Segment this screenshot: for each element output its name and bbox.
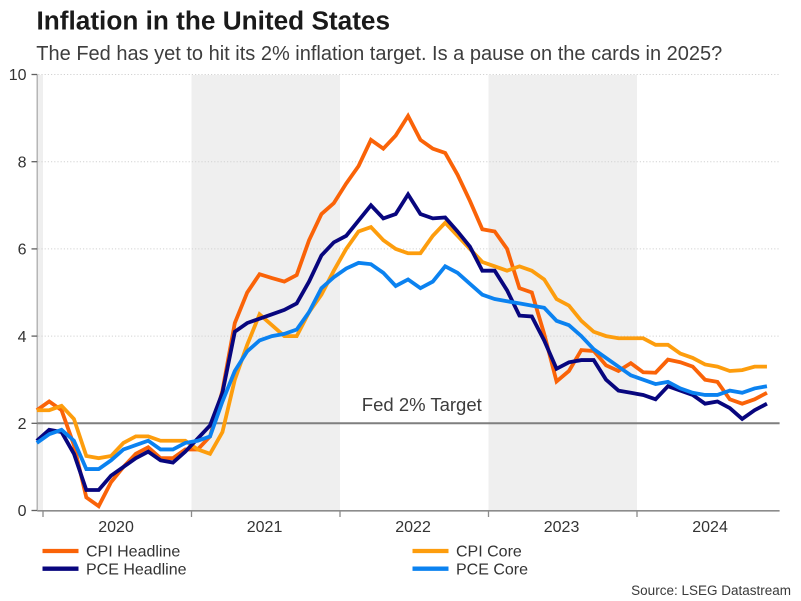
svg-text:2023: 2023 xyxy=(544,519,580,536)
svg-text:2022: 2022 xyxy=(395,519,431,536)
svg-text:The Fed has yet to hit its 2%: The Fed has yet to hit its 2% inflation … xyxy=(36,43,722,65)
svg-text:2021: 2021 xyxy=(247,519,283,536)
svg-text:CPI Core: CPI Core xyxy=(456,544,522,561)
svg-text:Source: LSEG Datastream: Source: LSEG Datastream xyxy=(631,583,791,598)
svg-text:2020: 2020 xyxy=(98,519,134,536)
svg-text:Fed 2% Target: Fed 2% Target xyxy=(362,394,482,415)
svg-text:CPI Headline: CPI Headline xyxy=(86,544,180,561)
svg-text:Inflation in the United States: Inflation in the United States xyxy=(37,6,391,36)
svg-text:10: 10 xyxy=(9,67,27,84)
svg-text:PCE Headline: PCE Headline xyxy=(86,561,187,578)
svg-text:2024: 2024 xyxy=(692,519,728,536)
svg-text:8: 8 xyxy=(18,154,27,171)
svg-text:PCE Core: PCE Core xyxy=(456,561,528,578)
svg-text:4: 4 xyxy=(18,329,27,346)
svg-text:2: 2 xyxy=(18,416,27,433)
svg-text:0: 0 xyxy=(18,503,27,520)
svg-text:6: 6 xyxy=(18,242,27,259)
